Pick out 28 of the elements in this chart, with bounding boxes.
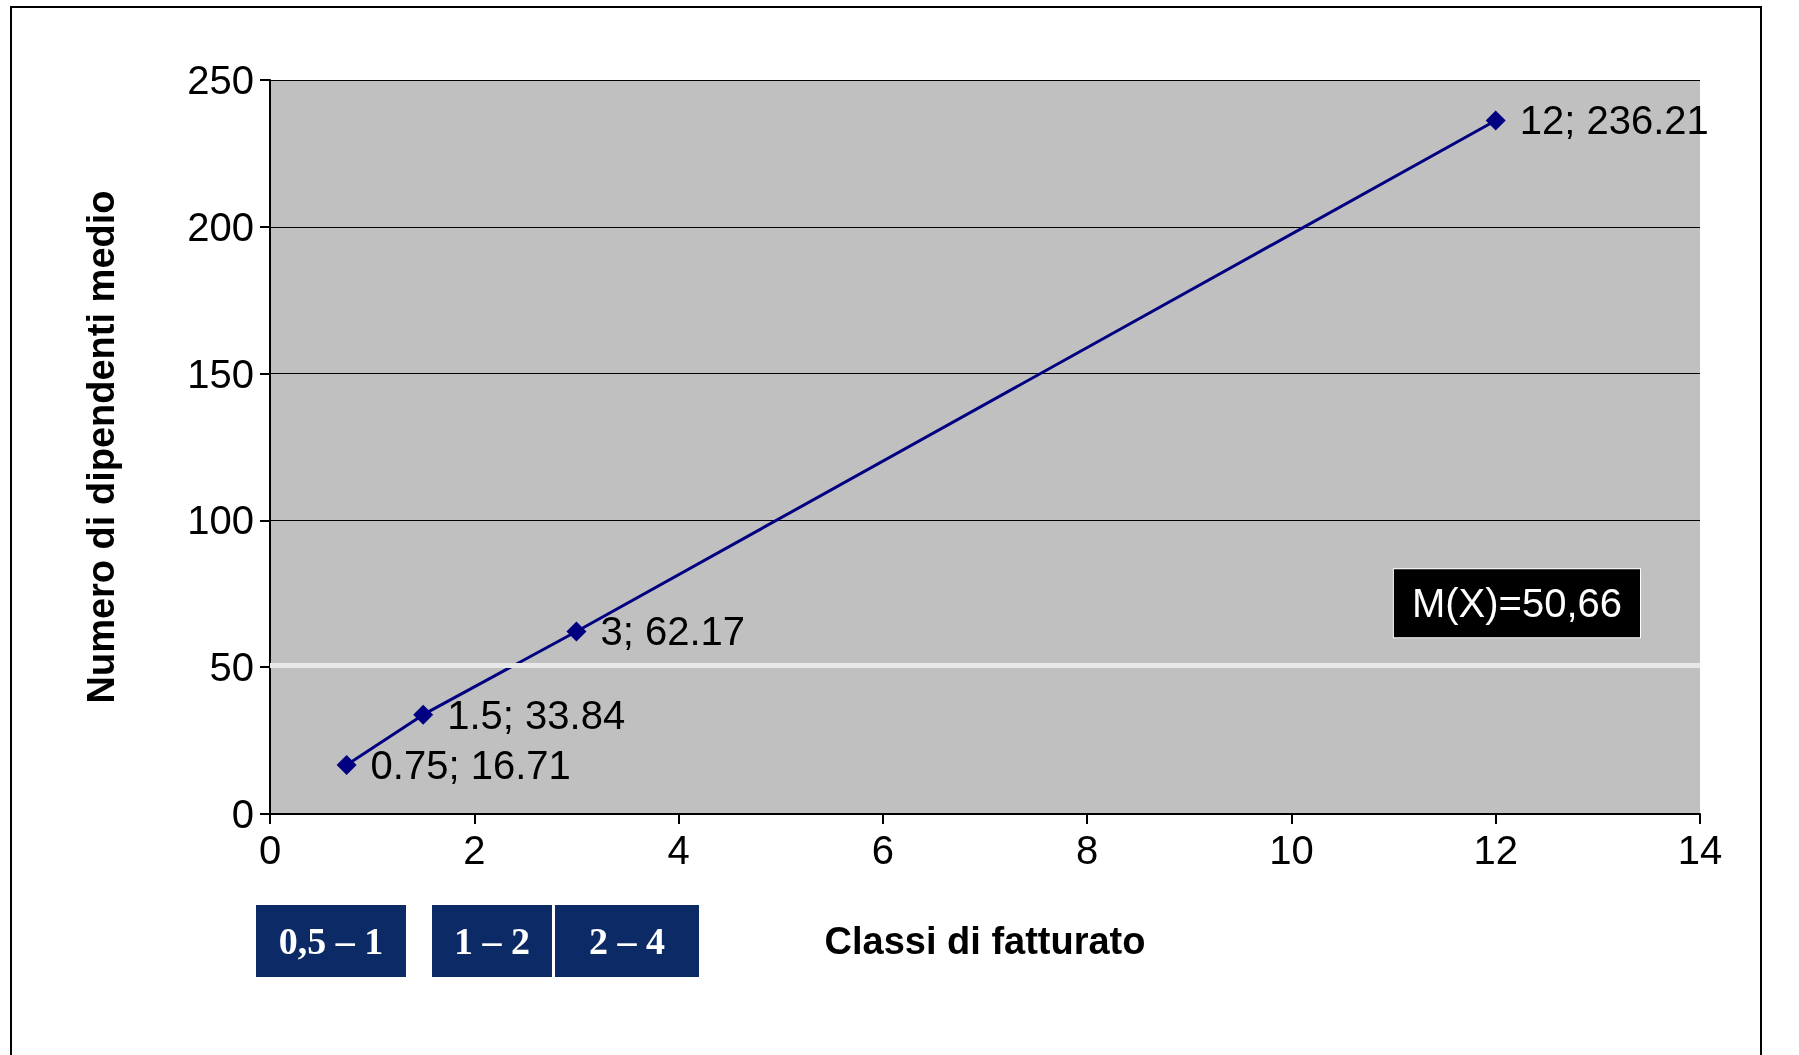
x-tick-label: 10	[1269, 828, 1314, 872]
y-tick-label: 0	[231, 792, 254, 836]
y-tick-label: 250	[187, 58, 254, 102]
point	[336, 754, 357, 775]
x-tick-label: 6	[871, 828, 894, 872]
y-tick-label: 50	[209, 645, 254, 690]
x-tick-label: 8	[1076, 828, 1099, 872]
ref-line-label: M(X)=50,66	[1411, 581, 1622, 626]
x-tick-label: 0	[258, 828, 282, 872]
point	[413, 704, 434, 725]
data-label: 1.5; 33.84	[447, 692, 626, 737]
y-axis-title: Numero di dipendenti medio	[80, 190, 122, 704]
x-tick-label: 2	[463, 828, 486, 872]
y-tick-label: 100	[187, 498, 254, 543]
point	[566, 621, 587, 642]
text: 0,5 – 1	[256, 905, 406, 977]
y-tick-label: 150	[187, 351, 254, 396]
data-label: 0.75; 16.71	[370, 742, 571, 787]
data-label: 12; 236.21	[1519, 98, 1709, 143]
text: 1 – 2	[432, 905, 552, 977]
x-tick-label: 14	[1677, 828, 1723, 872]
data-label: 3; 62.17	[600, 609, 746, 654]
x-axis-title: Classi di fatturato	[824, 920, 1146, 962]
text: 2 – 4	[555, 905, 699, 977]
point	[1485, 110, 1506, 131]
x-tick-label: 4	[667, 828, 690, 872]
y-tick-label: 200	[187, 204, 254, 249]
x-tick-label: 12	[1473, 828, 1518, 872]
